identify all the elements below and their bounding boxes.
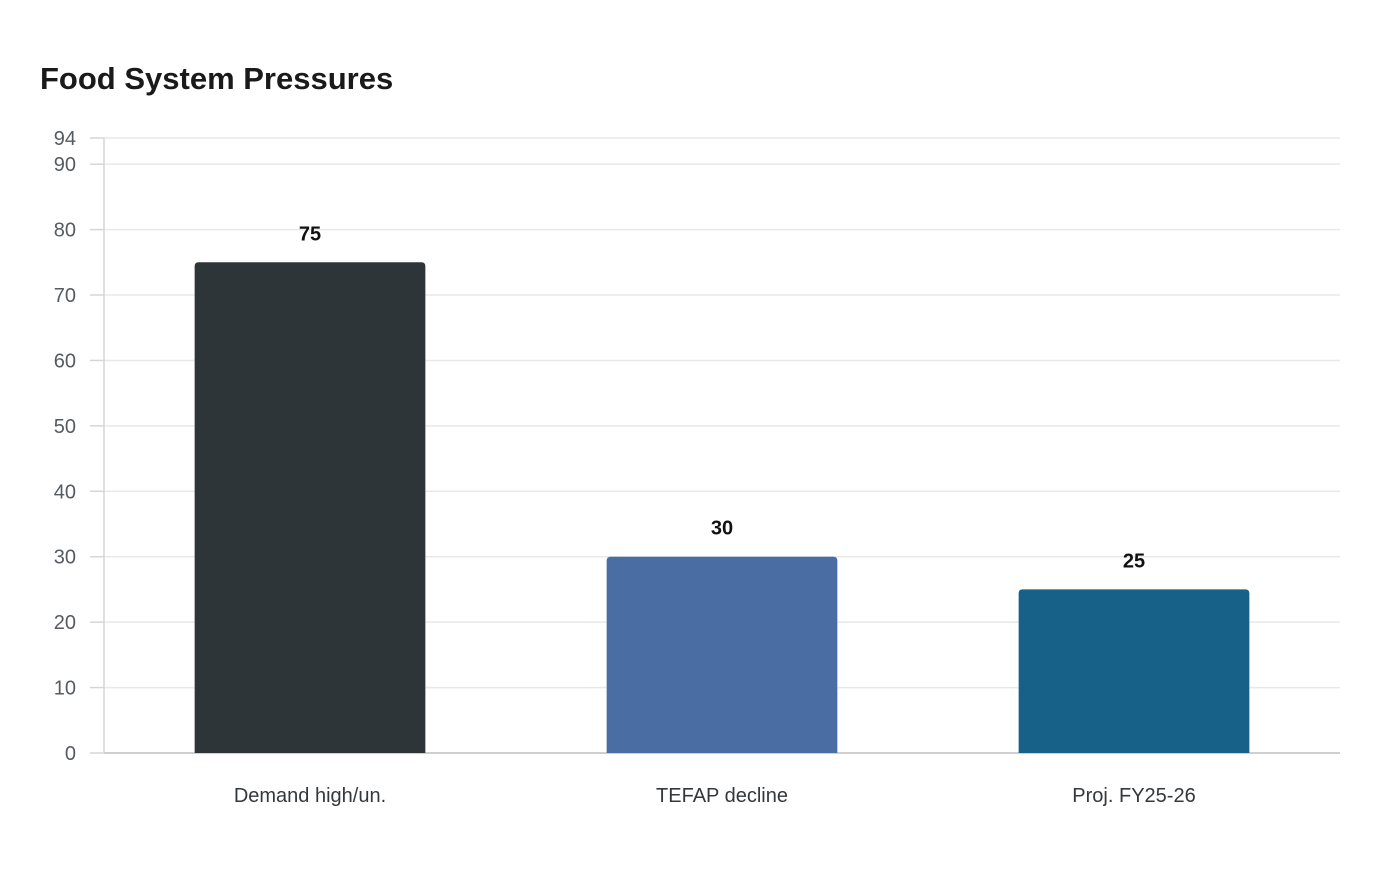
y-tick-label: 90 — [54, 154, 76, 176]
x-category-label: Demand high/un. — [234, 785, 386, 807]
y-tick-label: 70 — [54, 285, 76, 307]
data-label: 25 — [1123, 550, 1145, 572]
data-labels: 75 30 25 — [299, 223, 1145, 572]
y-tick-label: 10 — [54, 678, 76, 700]
x-category-label: Proj. FY25-26 — [1072, 785, 1195, 807]
bar-tefap-decline — [606, 556, 838, 753]
y-tick-label: 40 — [54, 481, 76, 503]
data-label: 75 — [299, 223, 321, 245]
y-tick-label: 30 — [54, 547, 76, 569]
chart-title: Food System Pressures — [40, 61, 394, 96]
y-tick-label: 0 — [65, 743, 76, 765]
y-tick-label: 20 — [54, 612, 76, 634]
bar-demand-high-un — [194, 262, 426, 753]
y-tick-label: 94 — [54, 128, 76, 150]
bar-proj-fy25-26 — [1018, 589, 1250, 753]
y-tick-labels: 0 10 20 30 40 50 60 70 80 90 94 — [54, 128, 76, 765]
y-tick-label: 50 — [54, 416, 76, 438]
y-tick-label: 80 — [54, 220, 76, 242]
category-labels: Demand high/un. TEFAP decline Proj. FY25-2… — [234, 785, 1196, 807]
data-label: 30 — [711, 518, 733, 540]
x-category-label: TEFAP decline — [656, 785, 788, 807]
bars — [194, 262, 1250, 753]
y-tick-label: 60 — [54, 350, 76, 372]
